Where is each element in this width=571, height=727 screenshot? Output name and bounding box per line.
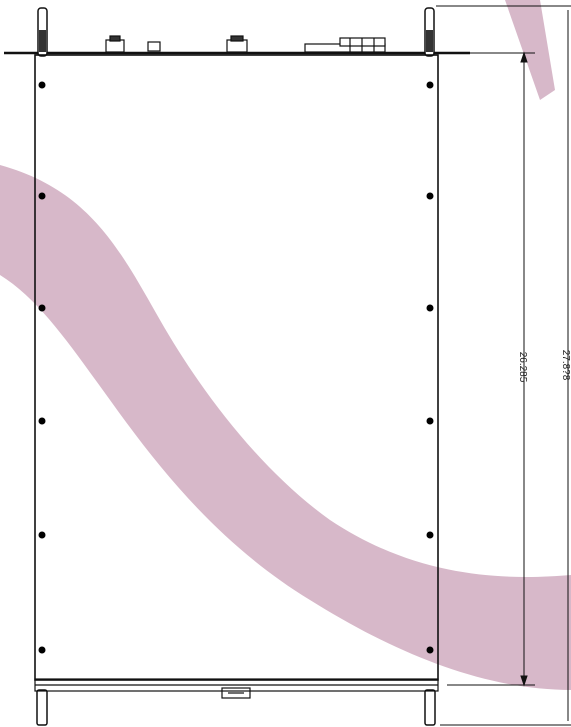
screw-hole [426,531,434,539]
front-panel [34,678,439,699]
screw-hole [38,417,46,425]
watermark-top-stripe [505,0,555,100]
overall-dimension-line [436,5,571,726]
screw-holes [38,81,434,654]
inner-height-label: 26.285 [517,352,528,383]
screw-hole [38,304,46,312]
screw-hole [426,646,434,654]
top-connectors [105,35,386,53]
screw-hole [426,192,434,200]
screw-hole [38,81,46,89]
left-handle [37,7,48,57]
chassis-outline [34,54,439,681]
screw-hole [426,417,434,425]
bottom-left-handle [36,689,48,726]
screw-hole [426,304,434,312]
overall-height-label: 27.8?8 [560,350,571,381]
screw-hole [426,81,434,89]
screw-hole [38,531,46,539]
inner-dimension-line [447,51,535,687]
screw-hole [38,192,46,200]
bottom-right-handle [424,689,436,726]
screw-hole [38,646,46,654]
right-handle [424,7,435,57]
watermark-swoosh [0,165,571,690]
